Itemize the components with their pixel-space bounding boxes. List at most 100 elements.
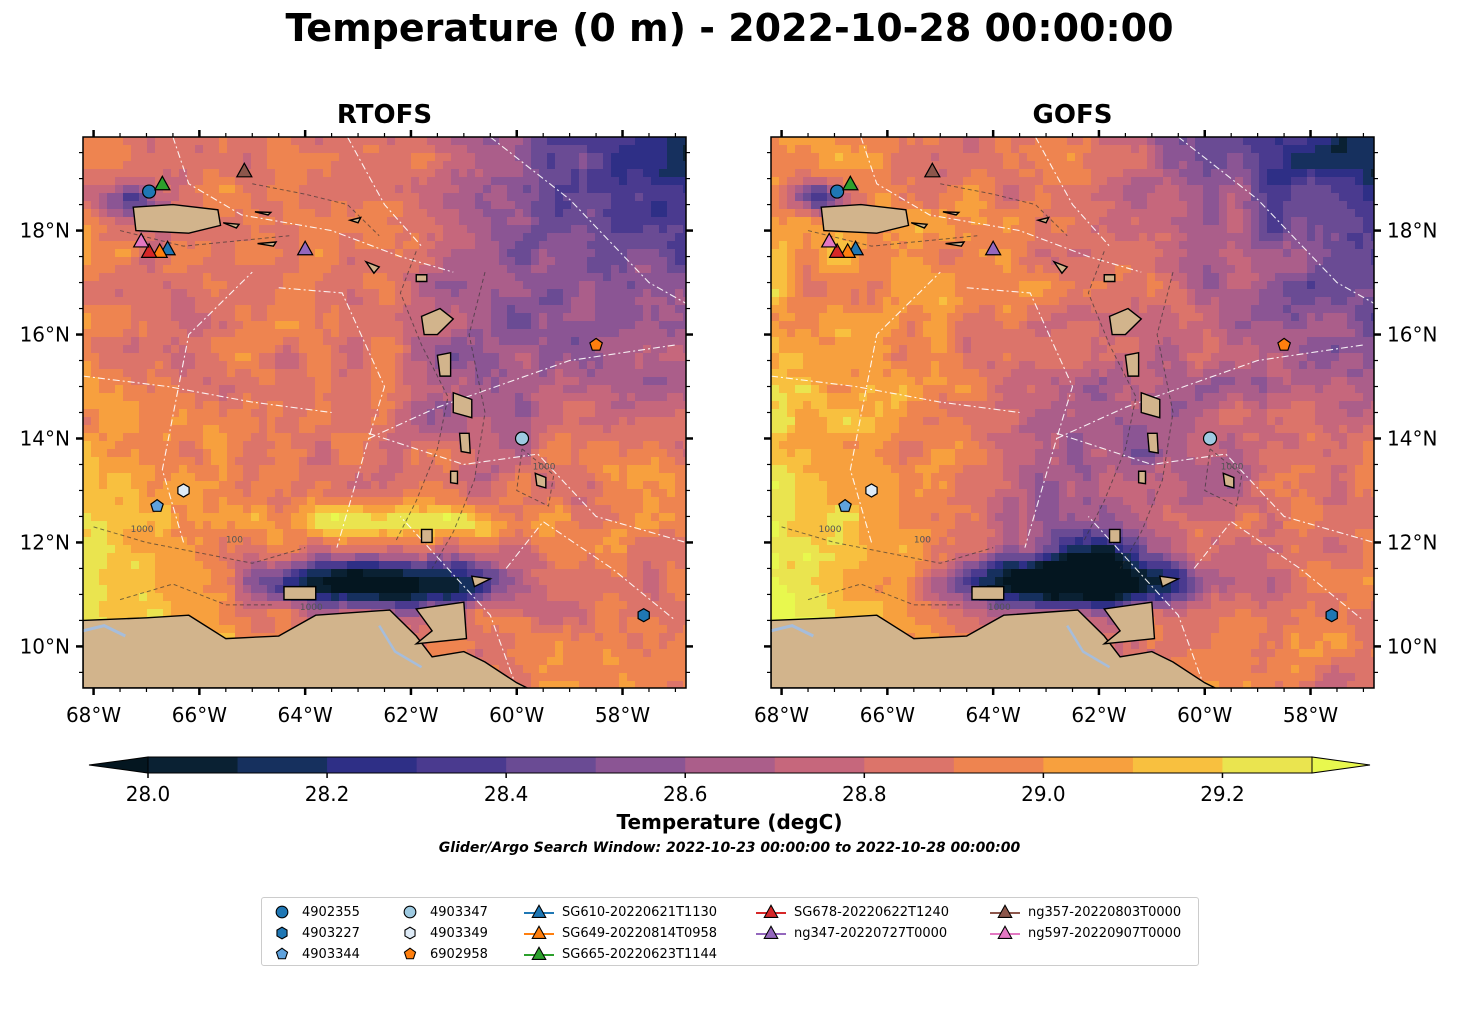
land-puertoRico [820,203,910,234]
river-feature [378,624,423,669]
legend-label: 4902355 [302,904,360,920]
land-margarita [971,585,1005,601]
marker-4903227 [1325,608,1338,623]
eez-boundary-line [860,137,1142,273]
marker-ng347-20220727T0000 [984,240,1002,256]
lon-tick-label: 58°W [595,703,650,727]
panel-title-gofs: GOFS [1032,100,1113,130]
search-window-caption: Glider/Argo Search Window: 2022-10-23 00… [438,840,1021,856]
colorbar-bin [148,757,239,773]
land-stlucia [1146,432,1159,454]
land-southAmerica [83,609,528,688]
legend-label: 4903349 [430,925,488,941]
legend-entry: 4903344 [274,944,360,964]
figure-title: Temperature (0 m) - 2022-10-28 00:00:00 [285,6,1174,50]
legend-entry: ng597-20220907T0000 [990,923,1181,943]
legend-label: 6902958 [430,946,488,962]
contour-label: 100 [914,535,931,545]
legend-label: SG610-20220621T1130 [562,904,718,920]
marker-SG649-20220814T0958 [151,242,169,258]
eez-boundary-line [1034,137,1110,247]
legend-entry: 6902958 [402,944,488,964]
legend-entry: 4903347 [402,902,488,922]
legend-swatch [404,926,416,940]
legend-entry: 4903227 [274,923,360,943]
legend-label: 4903227 [302,925,360,941]
land-antigua [1103,274,1116,283]
eez-boundary-line [346,137,422,247]
land-barbados [534,472,547,489]
land-stkitts [364,260,381,275]
land-anguilla [1035,216,1051,224]
colorbar-extend-high [1311,756,1371,774]
marker-4902355 [830,184,845,199]
map-panel-gofs: 1000 1000 100 1000 68°W 66°W 64°W 62°W 60°W 58°W 1… [754,130,1437,727]
eez-boundary-line [172,137,454,273]
land-grenada [420,528,433,544]
land-antigua [415,274,428,283]
eez-boundary-line [83,375,332,414]
land-southAmerica [771,609,1216,688]
legend-label: ng597-20220907T0000 [1028,925,1182,941]
legend-entry: SG610-20220621T1130 [524,902,717,922]
land-puertoRico [132,203,222,234]
colorbar-label: Temperature (degC) [616,810,843,834]
marker-ng597-20220907T0000 [132,232,150,248]
land-usvi [254,211,273,216]
marker-SG665-20220623T1144 [153,175,171,191]
eez-boundary-line [161,271,253,543]
lon-tick-label: 58°W [1283,703,1338,727]
colorbar-tick-label: 28.6 [663,782,708,806]
contour-label: 100 [226,535,243,545]
eez-boundary-line [278,287,386,548]
eez-boundary-line [1087,516,1206,688]
colorbar-tick-label: 29.2 [1200,782,1245,806]
marker-4903227 [637,608,650,623]
map-panel-rtofs: 1000 1000 100 1000 68°W 66°W 64°W 62°W 60°W 58°W 1… [20,130,693,727]
temperature-field-rtofs: 1000 1000 100 1000 [83,137,686,688]
colorbar-tick-label: 28.0 [126,782,171,806]
legend-swatch [403,905,417,919]
legend-entry: 4902355 [274,902,360,922]
eez-boundary-line [489,137,686,304]
legend-swatch [275,947,289,960]
legend-label: ng357-20220803T0000 [1028,904,1182,920]
legend-label: SG649-20220814T0958 [562,925,718,941]
land-stlucia [458,432,471,454]
colorbar-bin [685,757,776,773]
land-anguilla [347,216,363,224]
colorbar-bin [953,757,1044,773]
lat-tick-label: 10°N [20,634,70,658]
contour-label: 1000 [819,525,842,535]
bathymetry-contour [1082,251,1137,543]
bathymetry-contour [516,448,555,507]
eez-boundary-line [1177,137,1374,304]
colorbar-bin [1222,757,1313,773]
panel-title-rtofs: RTOFS [336,100,433,130]
land-stcroix [945,241,966,247]
colorbar-bin [327,757,418,773]
colorbar-tick-label: 28.8 [842,782,887,806]
bathymetry-contour [1119,272,1174,569]
contour-label: 1000 [300,603,323,613]
legend-swatch [275,905,289,919]
marker-4903349 [177,483,190,498]
lon-tick-label: 64°W [966,703,1021,727]
lon-tick-label: 60°W [1177,703,1232,727]
marker-SG678-20220622T1240 [828,242,846,258]
temperature-field-gofs: 1000 1000 100 1000 [771,137,1374,688]
eez-boundary-line [1193,520,1364,621]
marker-ng357-20220803T0000 [923,162,941,178]
eez-boundary-line [1056,344,1364,439]
colorbar-bin [595,757,686,773]
lat-tick-label: 16°N [1387,323,1437,347]
land-martinique [1140,391,1161,419]
eez-boundary-line [849,271,941,543]
land-guadeloupe [420,307,455,336]
legend-label: SG678-20220622T1240 [794,904,950,920]
colorbar-tick-label: 28.2 [305,782,350,806]
marker-ng597-20220907T0000 [820,232,838,248]
bathymetry-contour [431,272,486,569]
colorbar-frame [147,756,1313,774]
lon-tick-label: 64°W [278,703,333,727]
